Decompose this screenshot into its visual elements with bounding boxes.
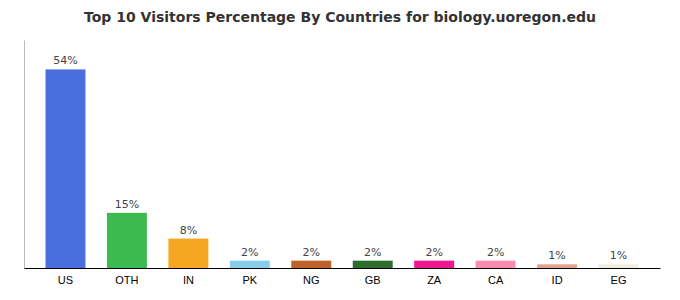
y-axis-line (24, 41, 25, 269)
x-axis-line (25, 268, 661, 269)
x-tick-label: NG (303, 274, 320, 286)
data-label: 2% (303, 246, 320, 259)
x-tick: CA (488, 268, 504, 286)
bar (599, 264, 639, 268)
data-label: 2% (241, 246, 258, 259)
bar (168, 239, 208, 268)
plot: US OTH IN PK NG GB ZA CA ID EG 54% 15% 8% 2% 2% 2% 2% 2% 1… (25, 41, 661, 287)
bar (107, 213, 147, 268)
chart: Top 10 Visitors Percentage By Countries … (0, 0, 680, 300)
x-tick: EG (611, 268, 627, 286)
bar (230, 261, 270, 268)
data-label: 1% (610, 249, 627, 262)
x-tick-label: PK (242, 274, 257, 286)
y-axis (24, 41, 25, 269)
x-tick: NG (303, 268, 320, 286)
x-tick-label: OTH (115, 274, 138, 286)
x-tick-label: US (58, 274, 73, 286)
data-label: 2% (364, 246, 381, 259)
bar (291, 261, 331, 268)
x-axis: US OTH IN PK NG GB ZA CA ID EG (25, 268, 661, 286)
bar (46, 69, 86, 268)
x-tick: ZA (427, 268, 442, 286)
data-labels: 54% 15% 8% 2% 2% 2% 2% 2% 1% 1% (53, 54, 627, 262)
x-tick: US (58, 268, 73, 286)
data-label: 15% (115, 198, 139, 211)
data-label: 54% (53, 54, 77, 67)
data-label: 2% (425, 246, 442, 259)
x-tick: GB (365, 268, 381, 286)
x-tick-label: IN (183, 274, 194, 286)
x-tick: ID (552, 268, 563, 286)
x-tick-label: ID (552, 274, 563, 286)
x-tick-label: ZA (427, 274, 442, 286)
x-tick-label: GB (365, 274, 381, 286)
bar (414, 261, 454, 268)
bar (537, 264, 577, 268)
data-label: 1% (548, 249, 565, 262)
x-tick: PK (242, 268, 257, 286)
data-label: 2% (487, 246, 504, 259)
bars (46, 69, 639, 268)
bar (353, 261, 393, 268)
title: Top 10 Visitors Percentage By Countries … (84, 9, 596, 25)
x-tick: IN (183, 268, 194, 286)
x-tick-label: CA (488, 274, 504, 286)
x-tick-label: EG (611, 274, 627, 286)
x-tick: OTH (115, 268, 138, 286)
data-label: 8% (180, 224, 197, 237)
bar (476, 261, 516, 268)
